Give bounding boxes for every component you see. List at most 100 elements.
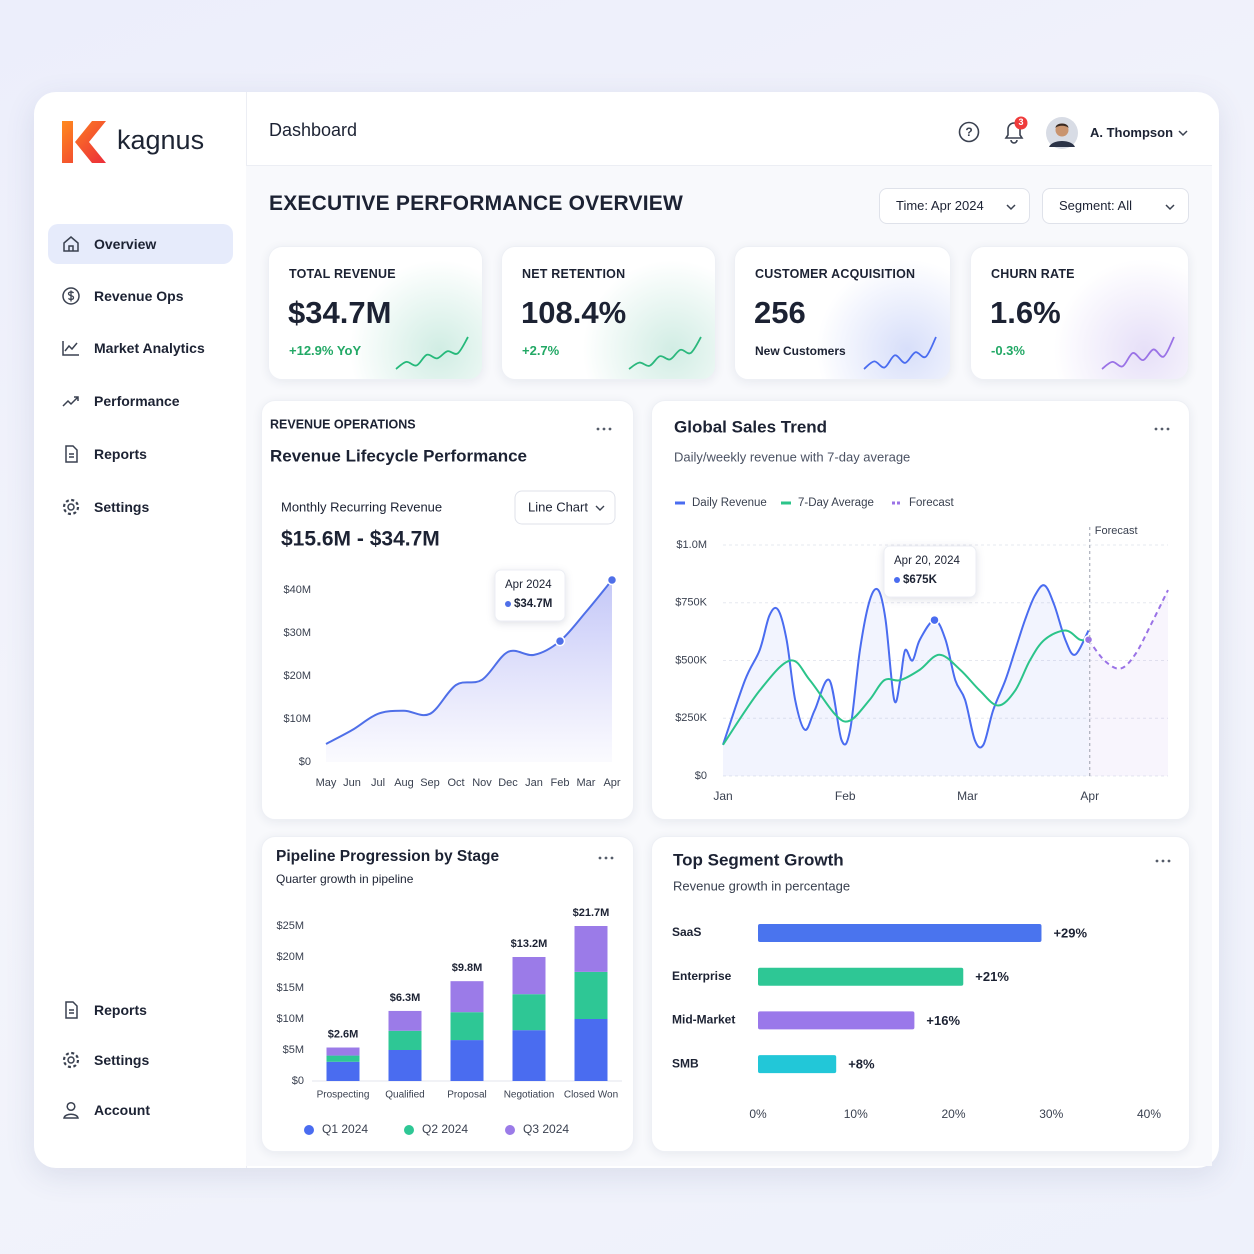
y-tick-label: $5M bbox=[283, 1044, 304, 1056]
chart-type-select[interactable] bbox=[514, 490, 616, 525]
nav-item[interactable]: Reports bbox=[48, 990, 233, 1030]
x-tick-label: Feb bbox=[835, 789, 856, 803]
bar-segment bbox=[512, 1030, 546, 1081]
nav-label: Reports bbox=[94, 446, 147, 462]
nav-label: Settings bbox=[94, 1052, 150, 1068]
bar bbox=[758, 967, 964, 986]
kpi-card: NET RETENTION 108.4% +2.7% bbox=[501, 246, 716, 380]
nav-icon bbox=[65, 445, 78, 463]
page-title: EXECUTIVE PERFORMANCE OVERVIEW bbox=[269, 192, 684, 215]
kpi-value: 1.6% bbox=[990, 295, 1061, 330]
kpi-value: 256 bbox=[754, 295, 806, 330]
series-line bbox=[1087, 589, 1169, 670]
x-tick-label: Mar bbox=[957, 789, 978, 803]
nav-label: Performance bbox=[94, 393, 180, 409]
spark-line bbox=[395, 336, 469, 370]
nav-item[interactable]: Revenue Ops bbox=[48, 276, 233, 316]
x-tick-label: Aug bbox=[394, 777, 414, 789]
header-divider bbox=[246, 165, 1212, 166]
y-tick-label: $30M bbox=[283, 627, 311, 639]
x-tick-label: 40% bbox=[1137, 1107, 1161, 1121]
nav-label: Account bbox=[94, 1102, 150, 1118]
kpi-card: TOTAL REVENUE $34.7M +12.9% YoY bbox=[268, 246, 483, 380]
x-tick-label: Qualified bbox=[385, 1090, 424, 1101]
value-label: +21% bbox=[975, 969, 1009, 984]
nav-item[interactable]: Settings bbox=[48, 487, 233, 527]
nav-item[interactable]: Account bbox=[48, 1090, 233, 1130]
tooltip-label: Apr 20, 2024 bbox=[894, 555, 960, 567]
nav-icon bbox=[62, 341, 79, 356]
nav-item[interactable]: Performance bbox=[48, 381, 233, 421]
nav-item[interactable]: Overview bbox=[48, 224, 233, 264]
tooltip-dot bbox=[505, 601, 511, 607]
nav-item[interactable]: Reports bbox=[48, 434, 233, 474]
more-dot bbox=[610, 856, 614, 860]
x-tick-label: Jan bbox=[525, 777, 543, 789]
time-filter[interactable]: Time: Apr 2024 bbox=[879, 188, 1030, 224]
bell-icon[interactable] bbox=[999, 114, 1033, 148]
chart-title: Revenue Lifecycle Performance bbox=[270, 446, 527, 465]
total-label: $2.6M bbox=[328, 1028, 359, 1040]
chart-card bbox=[651, 400, 1190, 820]
avatar[interactable] bbox=[1045, 116, 1079, 150]
bar-segment bbox=[512, 957, 546, 995]
x-tick-label: Nov bbox=[472, 777, 492, 789]
sales-trend-chart: $0 $250K $500K $750K $1.0M Global Sales Trend… bbox=[674, 417, 1170, 803]
nav-label: Revenue Ops bbox=[94, 288, 184, 304]
segment-filter[interactable]: Segment: All bbox=[1042, 188, 1189, 224]
select-label: Line Chart bbox=[528, 499, 588, 514]
kpi-delta: +2.7% bbox=[522, 343, 560, 358]
nav-icon bbox=[62, 498, 80, 516]
help-icon[interactable]: ? bbox=[956, 119, 982, 145]
bar-segment bbox=[326, 1047, 360, 1056]
bar-segment bbox=[388, 1010, 422, 1031]
category-label: SaaS bbox=[672, 925, 701, 939]
value-label: +8% bbox=[848, 1057, 875, 1072]
legend-swatch bbox=[505, 1125, 515, 1135]
bar-segment bbox=[574, 926, 608, 972]
more-dot bbox=[1166, 427, 1170, 431]
bar-segment bbox=[574, 1019, 608, 1081]
sparkline bbox=[395, 336, 469, 370]
bar-segment bbox=[326, 1055, 360, 1062]
y-tick-label: $10M bbox=[283, 713, 311, 725]
area bbox=[326, 580, 612, 762]
chart-title: Pipeline Progression by Stage bbox=[276, 848, 499, 865]
total-label: $9.8M bbox=[452, 962, 483, 974]
nav-icon bbox=[62, 1051, 80, 1069]
more-dot bbox=[608, 427, 612, 431]
legend-swatch bbox=[404, 1125, 414, 1135]
legend-label: Q1 2024 bbox=[322, 1122, 368, 1136]
y-tick-label: $1.0M bbox=[676, 539, 707, 551]
legend-label: 7-Day Average bbox=[798, 497, 874, 509]
more-dot bbox=[1161, 859, 1165, 863]
legend-label: Q2 2024 bbox=[422, 1122, 468, 1136]
x-tick-label: Apr bbox=[1080, 789, 1099, 803]
svg-text:?: ? bbox=[965, 125, 972, 139]
tooltip-point bbox=[929, 614, 940, 626]
x-tick-label: Sep bbox=[420, 777, 440, 789]
chart-title: Global Sales Trend bbox=[674, 417, 827, 436]
tooltip-value: $675K bbox=[903, 574, 938, 586]
bar-segment bbox=[388, 1030, 422, 1050]
tooltip-box bbox=[883, 545, 977, 598]
forecast-label: Forecast bbox=[1095, 525, 1138, 537]
more-dot bbox=[1167, 859, 1171, 863]
more-dot bbox=[1154, 427, 1158, 431]
y-tick-label: $0 bbox=[299, 756, 311, 768]
category-label: Enterprise bbox=[672, 969, 732, 983]
x-tick-label: Negotiation bbox=[504, 1090, 555, 1101]
user-name[interactable]: A. Thompson bbox=[1090, 125, 1174, 140]
x-tick-label: Prospecting bbox=[317, 1090, 370, 1101]
forecast-start bbox=[1083, 634, 1094, 645]
end-point bbox=[606, 574, 618, 586]
x-tick-label: Jun bbox=[343, 777, 361, 789]
spark-line bbox=[628, 336, 702, 370]
y-tick-label: $0 bbox=[292, 1075, 304, 1087]
nav-item[interactable]: Settings bbox=[48, 1040, 233, 1080]
nav-item[interactable]: Market Analytics bbox=[48, 328, 233, 368]
kpi-note: New Customers bbox=[755, 344, 846, 358]
tooltip-value: $34.7M bbox=[514, 598, 552, 610]
bar bbox=[758, 1055, 837, 1074]
